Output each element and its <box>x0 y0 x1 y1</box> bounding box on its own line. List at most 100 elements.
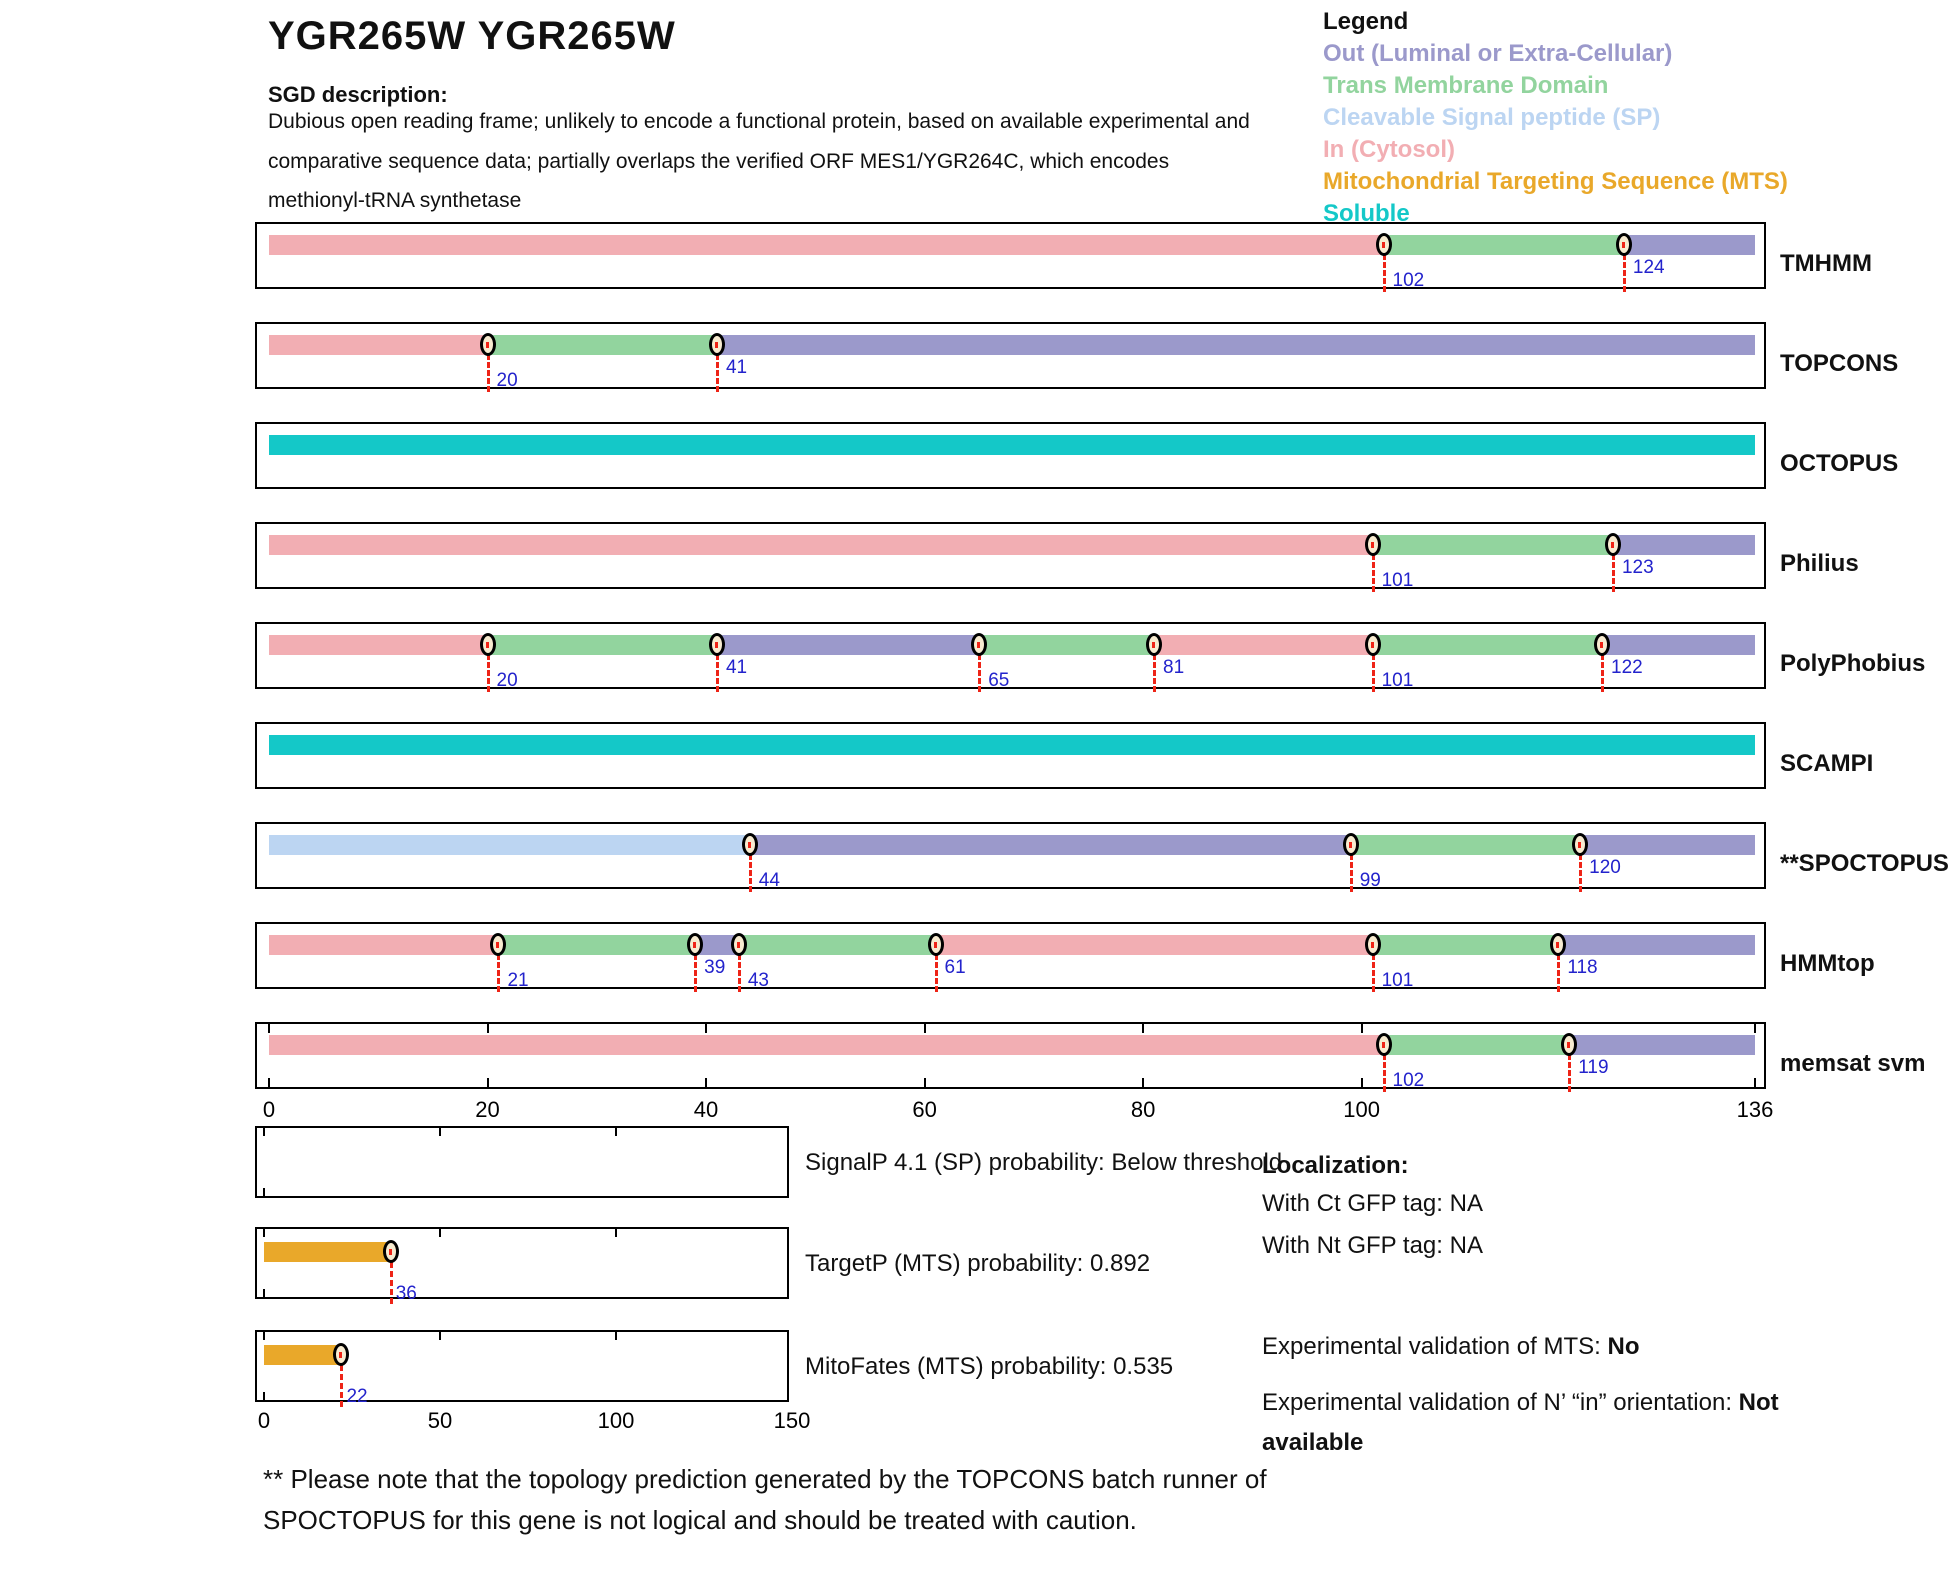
probability-axis-label: 0 <box>257 1408 271 1433</box>
boundary-marker-line <box>1601 654 1605 692</box>
boundary-position-label: 102 <box>1392 270 1425 291</box>
track-label-hmmtop: HMMtop <box>1780 950 1875 977</box>
marker-dot <box>1381 1041 1385 1048</box>
marker-dot <box>1152 641 1156 648</box>
topology-segment-tm <box>1383 235 1624 255</box>
boundary-marker-line <box>486 654 490 692</box>
boundary-marker-line <box>1611 554 1615 592</box>
sequence-axis-label: 40 <box>693 1097 719 1122</box>
boundary-marker-line <box>978 654 982 692</box>
mts-validation-prefix: Experimental validation of MTS: <box>1262 1333 1608 1360</box>
axis-tick <box>268 1024 270 1033</box>
axis-tick <box>1360 1024 1363 1033</box>
topology-segment-tm <box>979 635 1155 655</box>
topology-segment-in <box>269 535 1373 555</box>
orientation-value: Not available <box>1262 1389 1779 1456</box>
track-box-hmmtop <box>255 922 1766 989</box>
topology-segment-sp <box>269 835 750 855</box>
marker-dot <box>1578 841 1582 848</box>
probability-plot-label: MitoFates (MTS) probability: 0.535 <box>805 1353 1174 1380</box>
topology-segment-tm <box>1383 1035 1570 1055</box>
probability-bar <box>264 1242 391 1262</box>
prob-axis-tick <box>439 1128 441 1136</box>
legend-item-tm: Trans Membrane Domain <box>1323 72 1609 99</box>
topology-segment-in <box>269 335 488 355</box>
boundary-marker-line <box>486 354 490 392</box>
prob-axis-tick <box>615 1332 617 1340</box>
boundary-marker <box>1561 1033 1578 1056</box>
boundary-marker-line <box>1622 254 1626 292</box>
boundary-marker-line <box>1579 854 1583 892</box>
boundary-marker <box>971 633 988 656</box>
marker-dot <box>1348 841 1352 848</box>
boundary-marker <box>479 633 496 656</box>
boundary-position-label: 61 <box>944 957 966 978</box>
marker-dot <box>1370 541 1374 548</box>
track-label-octopus: OCTOPUS <box>1780 450 1899 477</box>
boundary-marker <box>730 933 747 956</box>
sgd-description-line: Dubious open reading frame; unlikely to … <box>268 110 1250 133</box>
probability-marker <box>333 1343 350 1366</box>
topology-segment-out <box>1612 535 1755 555</box>
axis-tick <box>1754 1078 1756 1087</box>
prob-axis-tick <box>615 1128 617 1136</box>
marker-dot <box>388 1248 392 1255</box>
topology-segment-in <box>935 935 1373 955</box>
marker-dot <box>496 941 500 948</box>
topology-segment-soluble <box>269 735 1755 755</box>
marker-dot <box>714 641 718 648</box>
marker-dot <box>747 841 751 848</box>
marker-dot <box>485 641 489 648</box>
boundary-marker <box>1364 633 1381 656</box>
topology-segment-tm <box>738 935 936 955</box>
footnote-line: SPOCTOPUS for this gene is not logical a… <box>263 1505 1137 1535</box>
topology-segment-out <box>695 935 739 955</box>
marker-dot <box>1600 641 1604 648</box>
legend-item-out: Out (Luminal or Extra-Cellular) <box>1323 40 1673 67</box>
boundary-position-label: 20 <box>496 370 518 391</box>
probability-box <box>255 1330 789 1402</box>
probability-position-label: 22 <box>346 1386 368 1407</box>
track-box-tmhmm <box>255 222 1766 289</box>
legend-title: Legend <box>1323 8 1409 35</box>
marker-dot <box>485 341 489 348</box>
boundary-marker-line <box>715 354 719 392</box>
axis-tick <box>1360 1078 1363 1087</box>
orientation-prefix: Experimental validation of N’ “in” orien… <box>1262 1389 1739 1416</box>
probability-plot-label: SignalP 4.1 (SP) probability: Below thre… <box>805 1149 1283 1176</box>
sequence-axis-label: 136 <box>1736 1097 1774 1122</box>
axis-tick <box>705 1078 708 1087</box>
prob-axis-tick <box>263 1188 265 1196</box>
prob-axis-tick <box>263 1229 265 1237</box>
sequence-axis-label: 20 <box>475 1097 500 1122</box>
topology-segment-out <box>1602 635 1755 655</box>
boundary-marker-line <box>1382 1054 1386 1092</box>
axis-tick <box>486 1024 489 1033</box>
boundary-position-label: 119 <box>1578 1057 1609 1078</box>
prob-axis-tick <box>615 1229 617 1237</box>
sequence-axis-label: 0 <box>262 1097 276 1122</box>
topology-segment-out <box>1558 935 1755 955</box>
localization-title: Localization: <box>1262 1152 1409 1179</box>
topology-segment-in <box>269 1035 1384 1055</box>
boundary-marker-line <box>748 854 752 892</box>
marker-dot <box>693 941 697 948</box>
boundary-position-label: 81 <box>1163 657 1185 678</box>
boundary-marker-line <box>715 654 719 692</box>
boundary-marker <box>1342 833 1359 856</box>
boundary-marker <box>741 833 758 856</box>
boundary-marker <box>1364 533 1381 556</box>
boundary-marker-line <box>1349 854 1353 892</box>
mts-validation-line: Experimental validation of MTS: No <box>1262 1333 1639 1361</box>
axis-tick <box>923 1078 926 1087</box>
boundary-marker <box>1594 633 1611 656</box>
track-label-spoctopus: **SPOCTOPUS <box>1780 850 1949 877</box>
axis-tick <box>1754 1024 1756 1033</box>
track-box-spoctopus <box>255 822 1766 889</box>
track-label-scampi: SCAMPI <box>1780 750 1874 777</box>
marker-dot <box>339 1351 343 1358</box>
nt-gfp-line: With Nt GFP tag: NA <box>1262 1232 1483 1259</box>
marker-dot <box>933 941 937 948</box>
ct-gfp-line: With Ct GFP tag: NA <box>1262 1190 1483 1217</box>
